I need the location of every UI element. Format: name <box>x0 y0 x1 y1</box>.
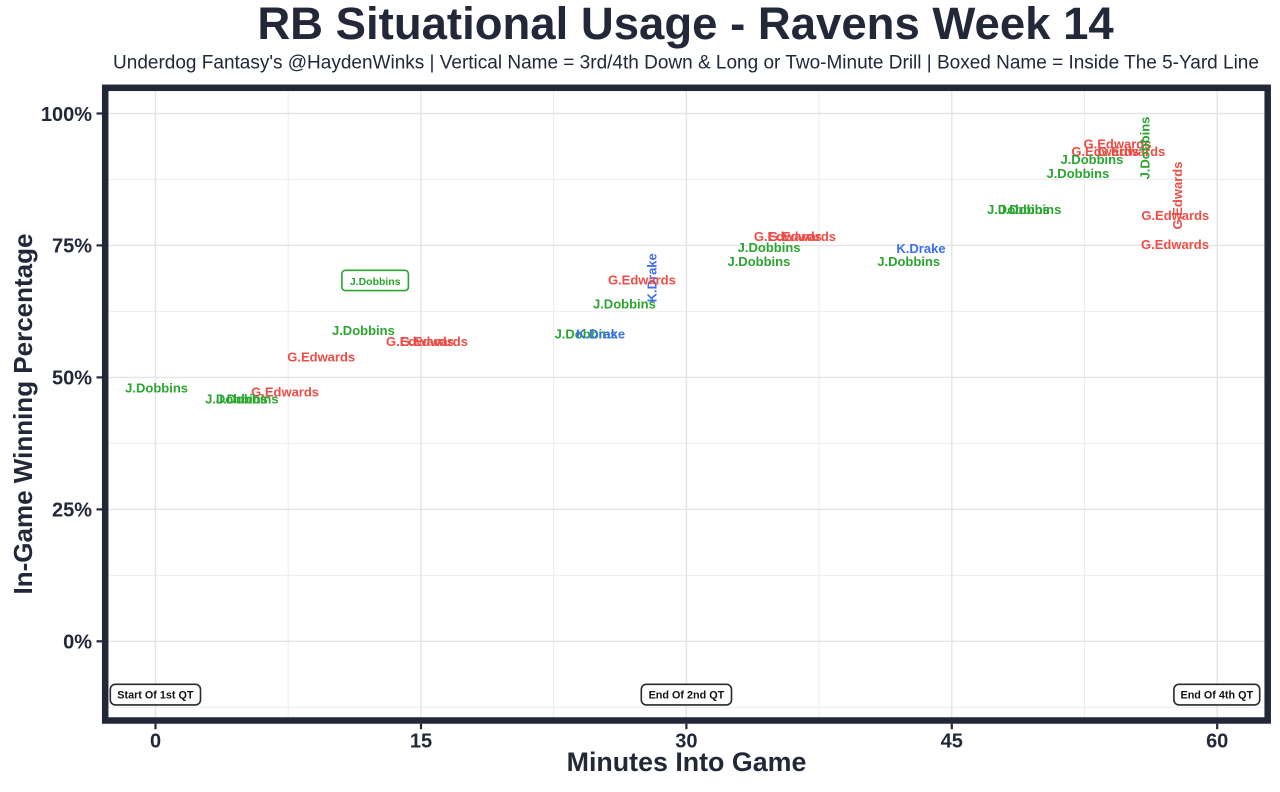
svg-text:J.Dobbins: J.Dobbins <box>205 391 268 406</box>
svg-text:J.Dobbins: J.Dobbins <box>332 323 395 338</box>
svg-text:G.Edwards: G.Edwards <box>386 334 454 349</box>
svg-text:50%: 50% <box>52 368 92 390</box>
svg-text:25%: 25% <box>52 500 92 522</box>
svg-text:In-Game Winning Percentage: In-Game Winning Percentage <box>8 234 38 595</box>
svg-text:RB Situational Usage - Ravens: RB Situational Usage - Ravens Week 14 <box>257 0 1114 49</box>
svg-text:Underdog Fantasy's @HaydenWink: Underdog Fantasy's @HaydenWinks | Vertic… <box>113 53 1259 74</box>
svg-text:60: 60 <box>1206 730 1228 752</box>
svg-text:J.Dobbins: J.Dobbins <box>1138 117 1153 180</box>
svg-text:G.Edwards: G.Edwards <box>768 229 836 244</box>
svg-text:J.Dobbins: J.Dobbins <box>216 391 279 406</box>
svg-text:J.Dobbins: J.Dobbins <box>125 381 188 396</box>
svg-text:G.Edwards: G.Edwards <box>1071 144 1139 159</box>
svg-text:G.Edwards: G.Edwards <box>1141 208 1209 223</box>
svg-text:Minutes Into Game: Minutes Into Game <box>567 747 807 777</box>
svg-text:0%: 0% <box>63 632 92 654</box>
svg-text:G.Edwards: G.Edwards <box>251 385 319 400</box>
svg-text:J.Dobbins: J.Dobbins <box>555 326 618 341</box>
svg-text:J.Dobbins: J.Dobbins <box>877 254 940 269</box>
svg-text:Start Of 1st QT: Start Of 1st QT <box>117 690 194 702</box>
svg-text:G.Edwards: G.Edwards <box>1141 237 1209 252</box>
svg-text:K.Drake: K.Drake <box>896 241 945 256</box>
svg-text:45: 45 <box>941 730 963 752</box>
svg-text:J.Dobbins: J.Dobbins <box>738 240 801 255</box>
svg-text:J.Dobbins: J.Dobbins <box>727 254 790 269</box>
svg-text:G.Edwards: G.Edwards <box>1097 144 1165 159</box>
svg-text:J.Dobbins: J.Dobbins <box>593 297 656 312</box>
svg-text:End Of 4th QT: End Of 4th QT <box>1181 690 1254 702</box>
svg-text:G.Edwards: G.Edwards <box>1084 137 1152 152</box>
svg-text:30: 30 <box>675 730 697 752</box>
svg-text:G.Edwards: G.Edwards <box>400 334 468 349</box>
svg-text:0: 0 <box>150 730 161 752</box>
svg-text:J.Dobbins: J.Dobbins <box>987 202 1050 217</box>
svg-text:100%: 100% <box>41 104 92 126</box>
svg-text:K.Drake: K.Drake <box>644 253 659 302</box>
svg-text:G.Edwards: G.Edwards <box>287 350 355 365</box>
svg-text:End Of 2nd QT: End Of 2nd QT <box>649 690 725 702</box>
svg-text:75%: 75% <box>52 236 92 258</box>
svg-text:J.Dobbins: J.Dobbins <box>1046 166 1109 181</box>
svg-text:G.Edwards: G.Edwards <box>754 229 822 244</box>
svg-text:J.Dobbins: J.Dobbins <box>350 276 401 288</box>
svg-text:J.Dobbins: J.Dobbins <box>1060 152 1123 167</box>
svg-text:15: 15 <box>410 730 432 752</box>
svg-text:J.Dobbins: J.Dobbins <box>998 202 1061 217</box>
svg-text:G.Edwards: G.Edwards <box>1170 162 1185 230</box>
svg-text:G.Edwards: G.Edwards <box>608 272 676 287</box>
svg-text:K.Drake: K.Drake <box>576 326 625 341</box>
